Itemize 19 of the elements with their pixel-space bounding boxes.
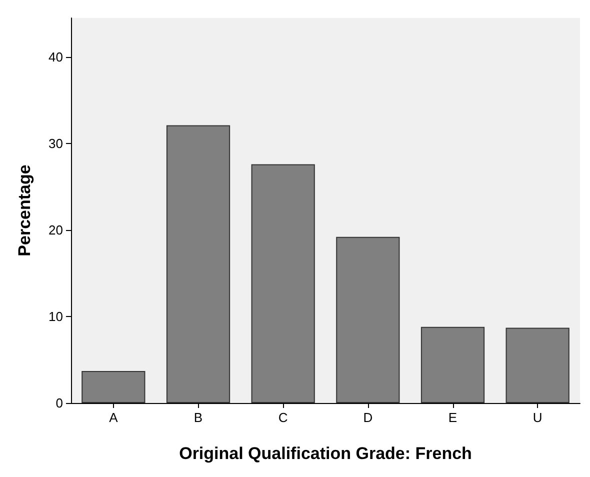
bar xyxy=(82,370,146,403)
y-tick-label: 0 xyxy=(56,396,63,410)
y-tick-label: 30 xyxy=(48,136,63,151)
bar xyxy=(166,125,230,403)
y-axis-title: Percentage xyxy=(15,164,34,256)
x-tick-label: U xyxy=(532,410,542,425)
x-tick-label: D xyxy=(363,410,373,425)
x-axis-title: Original Qualification Grade: French xyxy=(179,444,472,463)
x-tick-label: B xyxy=(194,410,203,425)
x-tick-label: C xyxy=(278,410,288,425)
x-tick-label: A xyxy=(109,410,118,425)
y-tick-label: 20 xyxy=(48,222,63,238)
bar xyxy=(506,328,570,403)
y-tick-label: 10 xyxy=(48,308,63,324)
x-tick-label: E xyxy=(448,410,458,425)
bar xyxy=(251,164,315,403)
y-tick-label: 40 xyxy=(48,49,63,64)
bar xyxy=(336,236,400,403)
bar xyxy=(420,326,485,403)
